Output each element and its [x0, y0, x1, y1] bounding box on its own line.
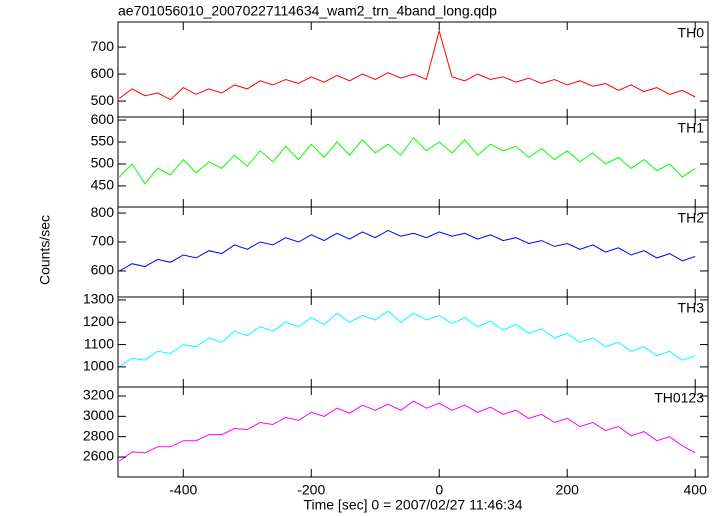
- panel-frame: [117, 386, 709, 478]
- x-tick-label: -400: [169, 482, 197, 498]
- y-tick-label: 1100: [84, 335, 114, 351]
- x-tick-label: -200: [297, 482, 325, 498]
- panel-label: TH3: [678, 300, 705, 316]
- y-tick-label: 550: [91, 133, 115, 149]
- panel-label: TH0123: [654, 390, 704, 406]
- y-tick-label: 1300: [83, 291, 114, 307]
- y-axis-label: Counts/sec: [37, 215, 53, 285]
- panel-frame: [117, 21, 709, 118]
- y-tick-label: 800: [91, 204, 115, 220]
- y-tick-label: 3000: [83, 407, 114, 423]
- data-line: [118, 136, 696, 185]
- panel-label: TH0: [678, 25, 705, 41]
- y-tick-label: 500: [91, 155, 115, 171]
- y-tick-label: 600: [91, 65, 115, 81]
- y-tick-label: 3200: [83, 387, 114, 403]
- data-line: [119, 310, 696, 368]
- y-tick-label: 1200: [83, 313, 114, 329]
- data-line: [119, 229, 696, 272]
- y-tick-label: 1000: [83, 358, 114, 374]
- y-tick-label: 500: [91, 92, 115, 108]
- x-tick-label: 0: [435, 482, 443, 498]
- panel-frame: [117, 116, 709, 208]
- y-tick-label: 700: [91, 38, 115, 54]
- x-axis-label: Time [sec] 0 = 2007/02/27 11:46:34: [303, 497, 522, 513]
- chart-title: ae701056010_20070227114634_wam2_trn_4ban…: [118, 3, 497, 19]
- x-tick-label: 400: [684, 482, 708, 498]
- y-tick-label: 2800: [83, 427, 114, 443]
- panel-label: TH1: [678, 120, 705, 136]
- y-tick-label: 700: [91, 233, 115, 249]
- y-tick-label: 600: [91, 111, 115, 127]
- panel-frame: [117, 296, 709, 388]
- y-tick-label: 600: [91, 262, 115, 278]
- panel-label: TH2: [678, 210, 705, 226]
- y-tick-label: 2600: [83, 448, 114, 464]
- y-tick-label: 450: [91, 177, 115, 193]
- x-tick-label: 200: [556, 482, 580, 498]
- data-line: [119, 400, 696, 462]
- data-line: [119, 28, 696, 101]
